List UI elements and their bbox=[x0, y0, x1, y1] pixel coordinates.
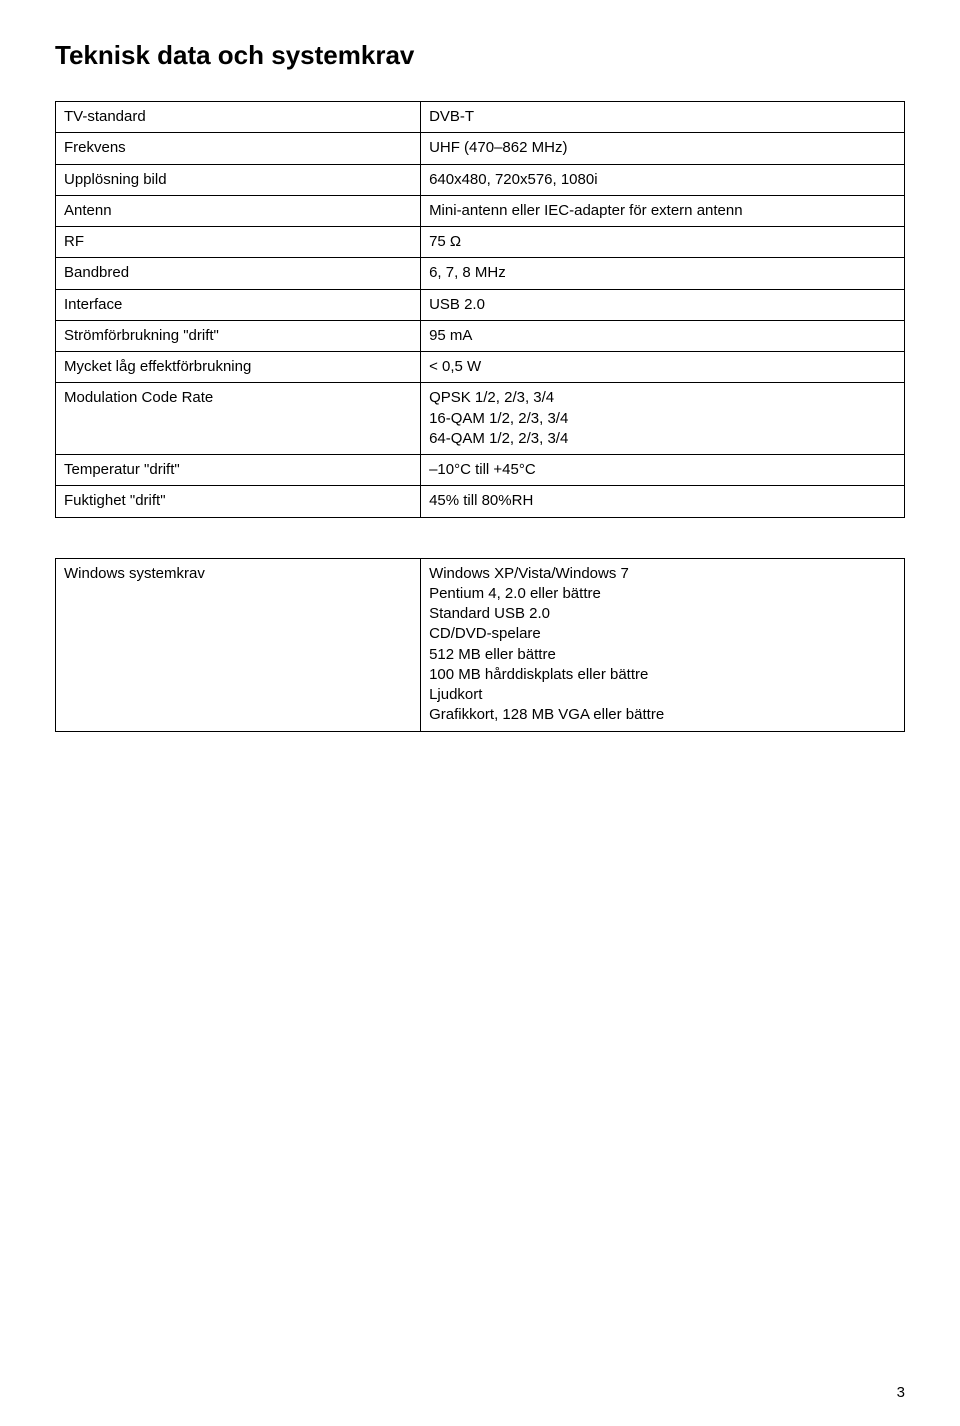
table-row: Bandbred 6, 7, 8 MHz bbox=[56, 258, 905, 289]
spec-value: –10°C till +45°C bbox=[421, 455, 905, 486]
spec-label: Upplösning bild bbox=[56, 164, 421, 195]
spec-value: USB 2.0 bbox=[421, 289, 905, 320]
spec-label: RF bbox=[56, 227, 421, 258]
table-row: Modulation Code Rate QPSK 1/2, 2/3, 3/4 … bbox=[56, 383, 905, 455]
table-row: TV-standard DVB-T bbox=[56, 102, 905, 133]
table-row: Antenn Mini-antenn eller IEC-adapter för… bbox=[56, 195, 905, 226]
table-row: Windows systemkrav Windows XP/Vista/Wind… bbox=[56, 558, 905, 731]
spec-value: < 0,5 W bbox=[421, 352, 905, 383]
spec-label: Modulation Code Rate bbox=[56, 383, 421, 455]
spec-label: Frekvens bbox=[56, 133, 421, 164]
spec-value: Mini-antenn eller IEC-adapter för extern… bbox=[421, 195, 905, 226]
spec-value: 45% till 80%RH bbox=[421, 486, 905, 517]
spec-value: UHF (470–862 MHz) bbox=[421, 133, 905, 164]
spec-label: Antenn bbox=[56, 195, 421, 226]
spec-label: Fuktighet "drift" bbox=[56, 486, 421, 517]
spec-label: Temperatur "drift" bbox=[56, 455, 421, 486]
page-title: Teknisk data och systemkrav bbox=[55, 40, 905, 71]
table-row: Mycket låg effektförbrukning < 0,5 W bbox=[56, 352, 905, 383]
spec-value: DVB-T bbox=[421, 102, 905, 133]
spec-value: 640x480, 720x576, 1080i bbox=[421, 164, 905, 195]
table-row: Fuktighet "drift" 45% till 80%RH bbox=[56, 486, 905, 517]
spec-label: Strömförbrukning "drift" bbox=[56, 320, 421, 351]
table-row: Temperatur "drift" –10°C till +45°C bbox=[56, 455, 905, 486]
req-label: Windows systemkrav bbox=[56, 558, 421, 731]
spec-value: QPSK 1/2, 2/3, 3/4 16-QAM 1/2, 2/3, 3/4 … bbox=[421, 383, 905, 455]
spec-table: TV-standard DVB-T Frekvens UHF (470–862 … bbox=[55, 101, 905, 518]
spec-label: TV-standard bbox=[56, 102, 421, 133]
table-row: Interface USB 2.0 bbox=[56, 289, 905, 320]
spec-label: Mycket låg effektförbrukning bbox=[56, 352, 421, 383]
table-row: Upplösning bild 640x480, 720x576, 1080i bbox=[56, 164, 905, 195]
table-row: Strömförbrukning "drift" 95 mA bbox=[56, 320, 905, 351]
spec-value: 6, 7, 8 MHz bbox=[421, 258, 905, 289]
req-value: Windows XP/Vista/Windows 7 Pentium 4, 2.… bbox=[421, 558, 905, 731]
spec-label: Bandbred bbox=[56, 258, 421, 289]
table-row: Frekvens UHF (470–862 MHz) bbox=[56, 133, 905, 164]
spec-value: 75 Ω bbox=[421, 227, 905, 258]
page-number: 3 bbox=[897, 1384, 905, 1401]
spec-value: 95 mA bbox=[421, 320, 905, 351]
spec-label: Interface bbox=[56, 289, 421, 320]
requirements-table: Windows systemkrav Windows XP/Vista/Wind… bbox=[55, 558, 905, 732]
table-row: RF 75 Ω bbox=[56, 227, 905, 258]
